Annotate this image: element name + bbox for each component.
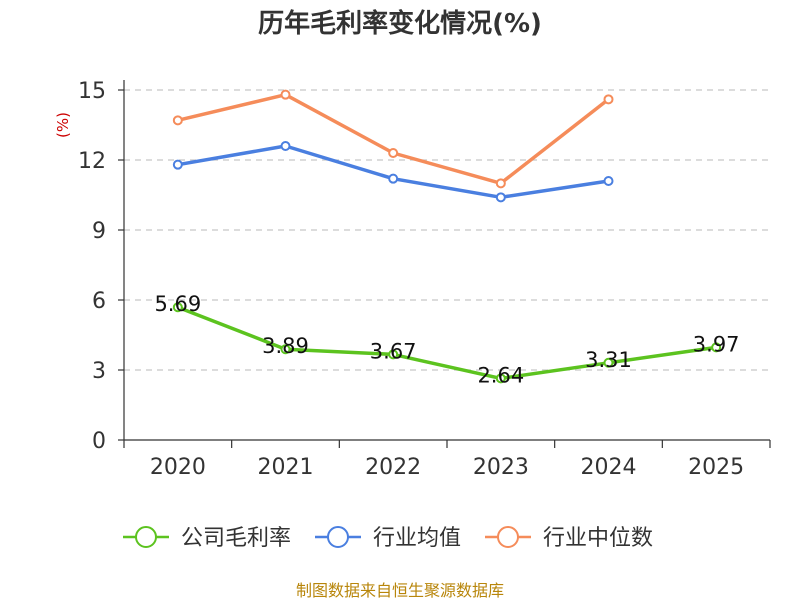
- data-point: [711, 342, 722, 353]
- legend-marker: [327, 526, 349, 548]
- y-axis-unit-label: (%): [54, 112, 72, 138]
- data-label: 5.69: [154, 292, 201, 316]
- series-line: [177, 92, 610, 186]
- x-tick-label: 2020: [150, 455, 206, 480]
- legend: 公司毛利率 行业均值 行业中位数: [123, 526, 653, 551]
- y-tick-label: 0: [92, 429, 106, 454]
- y-tick-label: 3: [92, 359, 106, 384]
- y-tick-label: 12: [78, 149, 106, 174]
- data-label: 3.89: [262, 334, 309, 358]
- legend-item-0: 公司毛利率: [123, 526, 291, 551]
- grid-lines: [124, 89, 770, 371]
- data-point: [172, 159, 183, 170]
- x-tick-label: 2025: [688, 455, 744, 480]
- legend-marker: [497, 526, 519, 548]
- data-point: [495, 192, 506, 203]
- data-point: [603, 357, 614, 368]
- data-label: 3.67: [370, 339, 417, 363]
- legend-marker: [135, 526, 157, 548]
- legend-label: 行业中位数: [543, 526, 653, 551]
- data-point: [388, 349, 399, 360]
- axes: 0 3 6 9 12 15 2020 2021 2022 2023 2024 2025: [78, 79, 771, 480]
- source-note: 制图数据来自恒生聚源数据库: [296, 581, 504, 600]
- data-point: [280, 89, 291, 100]
- data-point: [172, 302, 183, 313]
- data-point: [280, 344, 291, 355]
- y-tick-label: 6: [92, 289, 106, 314]
- series-layer: 5.69 3.89 3.67 2.64 3.31 3.97: [154, 89, 740, 387]
- legend-label: 公司毛利率: [181, 526, 291, 551]
- data-point: [388, 173, 399, 184]
- chart-title: 历年毛利率变化情况(%): [258, 8, 542, 39]
- data-point: [172, 115, 183, 126]
- series-2: [172, 89, 614, 189]
- series-1: [172, 141, 614, 203]
- x-tick-label: 2021: [258, 455, 314, 480]
- data-point: [603, 94, 614, 105]
- data-point: [388, 148, 399, 158]
- y-tick-label: 15: [78, 79, 106, 104]
- x-tick-label: 2022: [365, 455, 421, 480]
- data-label: 3.31: [585, 348, 632, 372]
- series-0: 5.69 3.89 3.67 2.64 3.31 3.97: [154, 292, 739, 387]
- series-line: [177, 305, 717, 381]
- data-label: 3.97: [693, 332, 740, 356]
- y-tick-label: 9: [92, 219, 106, 244]
- legend-item-2: 行业中位数: [485, 526, 653, 551]
- data-point: [603, 176, 614, 186]
- legend-item-1: 行业均值: [315, 526, 461, 551]
- data-point: [495, 178, 506, 189]
- data-point: [495, 373, 506, 384]
- x-tick-label: 2024: [581, 455, 637, 480]
- data-label: 2.64: [477, 363, 524, 387]
- x-tick-label: 2023: [473, 455, 529, 480]
- data-point: [280, 141, 291, 151]
- legend-label: 行业均值: [373, 526, 461, 551]
